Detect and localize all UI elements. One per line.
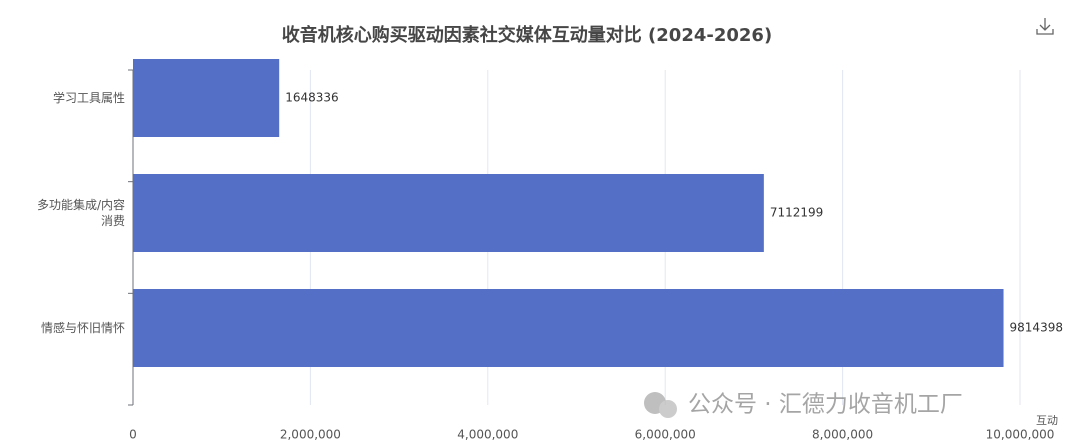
x-tick-label: 0 [129,428,137,442]
y-tick-label: 情感与怀旧情怀 [40,321,125,335]
watermark-icon [659,400,677,418]
x-tick-label: 6,000,000 [635,428,696,442]
download-icon[interactable] [1036,18,1054,35]
value-label: 7112199 [770,206,823,220]
x-tick-label: 10,000,000 [986,428,1055,442]
watermark: 公众号 · 汇德力收音机工厂 [644,392,963,418]
watermark-text: 公众号 · 汇德力收音机工厂 [688,392,963,418]
bar [133,59,280,137]
x-tick-label: 2,000,000 [280,428,341,442]
x-tick-label: 8,000,000 [812,428,873,442]
x-axis-label: 互动 [1036,414,1058,427]
bar [133,289,1004,367]
bar [133,174,764,252]
chart-title: 收音机核心购买驱动因素社交媒体互动量对比 (2024-2026) [282,24,772,46]
value-label: 1648336 [285,91,338,105]
x-tick-label: 4,000,000 [457,428,518,442]
y-tick-label: 学习工具属性 [52,91,125,105]
y-tick-label: 多功能集成/内容消费 [36,198,125,228]
value-label: 9814398 [1010,321,1063,335]
